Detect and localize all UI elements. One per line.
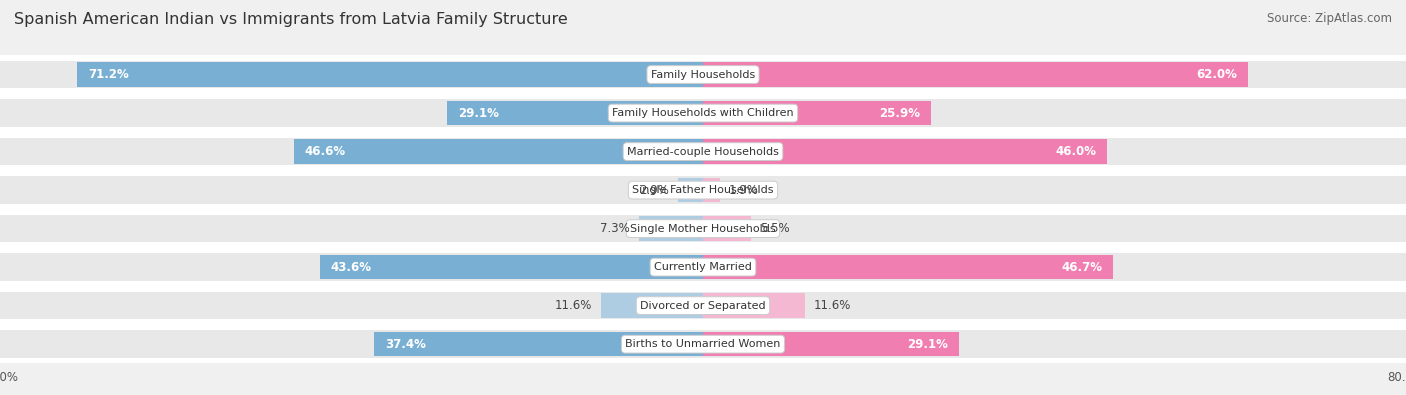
Bar [0, 99, 1406, 127]
Bar [0, 325, 1406, 363]
Bar [0, 253, 1406, 281]
Text: Single Mother Households: Single Mother Households [630, 224, 776, 233]
Bar [703, 62, 1249, 87]
Text: 43.6%: 43.6% [330, 261, 371, 274]
Bar [0, 61, 1406, 88]
Text: Spanish American Indian vs Immigrants from Latvia Family Structure: Spanish American Indian vs Immigrants fr… [14, 12, 568, 27]
Bar [447, 101, 703, 125]
Text: 46.7%: 46.7% [1062, 261, 1102, 274]
Text: Family Households: Family Households [651, 70, 755, 79]
Bar [638, 216, 703, 241]
Bar [0, 292, 1406, 320]
Text: 11.6%: 11.6% [555, 299, 592, 312]
Text: 29.1%: 29.1% [907, 338, 948, 351]
Bar [0, 176, 1406, 204]
Text: Single Father Households: Single Father Households [633, 185, 773, 195]
Bar [678, 178, 703, 202]
Text: 5.5%: 5.5% [761, 222, 790, 235]
Text: Married-couple Households: Married-couple Households [627, 147, 779, 156]
Bar [703, 139, 1108, 164]
Bar [374, 332, 703, 356]
Bar [0, 132, 1406, 171]
Text: 29.1%: 29.1% [458, 107, 499, 120]
Text: Currently Married: Currently Married [654, 262, 752, 272]
Text: 46.0%: 46.0% [1056, 145, 1097, 158]
Bar [0, 171, 1406, 209]
Bar [294, 139, 703, 164]
Bar [0, 215, 1406, 243]
Bar [703, 293, 804, 318]
Bar [0, 330, 1406, 358]
Text: 2.9%: 2.9% [638, 184, 669, 197]
Bar [703, 178, 720, 202]
Text: 1.9%: 1.9% [728, 184, 758, 197]
Text: 11.6%: 11.6% [814, 299, 851, 312]
Text: 37.4%: 37.4% [385, 338, 426, 351]
Bar [0, 94, 1406, 132]
Bar [0, 55, 1406, 94]
Text: Divorced or Separated: Divorced or Separated [640, 301, 766, 310]
Bar [77, 62, 703, 87]
Text: Family Households with Children: Family Households with Children [612, 108, 794, 118]
Bar [321, 255, 703, 279]
Text: Source: ZipAtlas.com: Source: ZipAtlas.com [1267, 12, 1392, 25]
Bar [703, 332, 959, 356]
Text: 71.2%: 71.2% [87, 68, 128, 81]
Bar [602, 293, 703, 318]
Bar [703, 216, 751, 241]
Bar [0, 209, 1406, 248]
Text: 62.0%: 62.0% [1197, 68, 1237, 81]
Text: 46.6%: 46.6% [304, 145, 344, 158]
Bar [0, 286, 1406, 325]
Text: Births to Unmarried Women: Births to Unmarried Women [626, 339, 780, 349]
Bar [0, 138, 1406, 166]
Text: 7.3%: 7.3% [600, 222, 630, 235]
Bar [703, 101, 931, 125]
Bar [0, 248, 1406, 286]
Bar [703, 255, 1114, 279]
Text: 25.9%: 25.9% [879, 107, 920, 120]
